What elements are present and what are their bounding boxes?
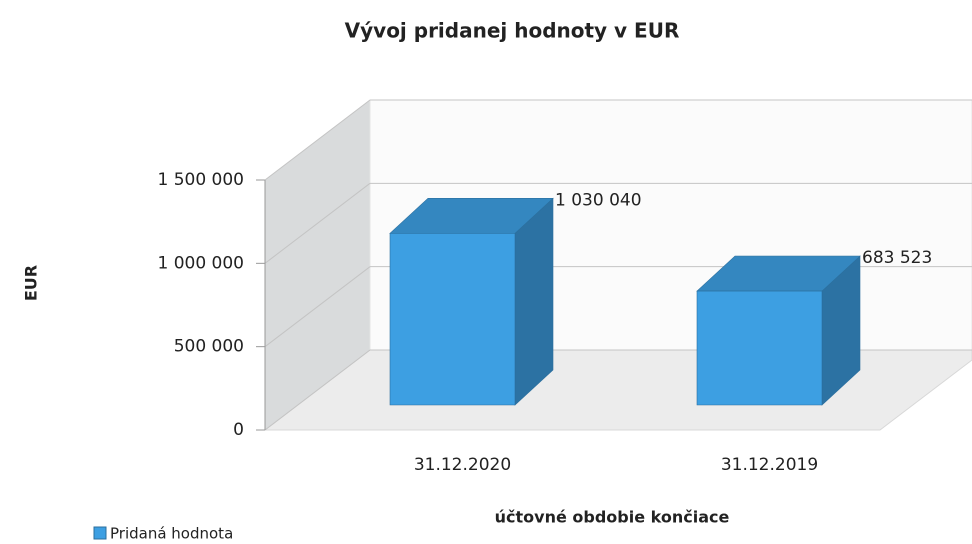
legend-swatch — [93, 526, 107, 540]
y-tick-label: 1 500 000 — [157, 170, 244, 190]
y-tick-label: 500 000 — [174, 337, 244, 357]
grid-line — [264, 182, 371, 264]
bar-side — [514, 197, 554, 406]
x-tick-label: 31.12.2020 — [414, 455, 511, 475]
bar-front — [696, 290, 823, 406]
legend-label: Pridaná hodnota — [110, 525, 233, 543]
grid-line — [264, 349, 371, 431]
bar — [696, 255, 861, 406]
x-tick-label: 31.12.2019 — [721, 455, 818, 475]
data-label: 1 030 040 — [555, 190, 642, 210]
data-label: 683 523 — [862, 248, 932, 268]
y-tick-label: 0 — [233, 420, 244, 440]
chart-title: Vývoj pridanej hodnoty v EUR — [345, 19, 680, 43]
floor — [263, 349, 972, 431]
x-axis-title: účtovné obdobie končiace — [495, 508, 730, 527]
y-axis-title: EUR — [22, 265, 41, 301]
bar-front — [389, 233, 516, 406]
y-tick-label: 1 000 000 — [157, 253, 244, 273]
grid-line — [264, 99, 371, 181]
bar — [389, 197, 554, 406]
side-wall — [265, 100, 370, 430]
grid-line — [264, 266, 371, 348]
